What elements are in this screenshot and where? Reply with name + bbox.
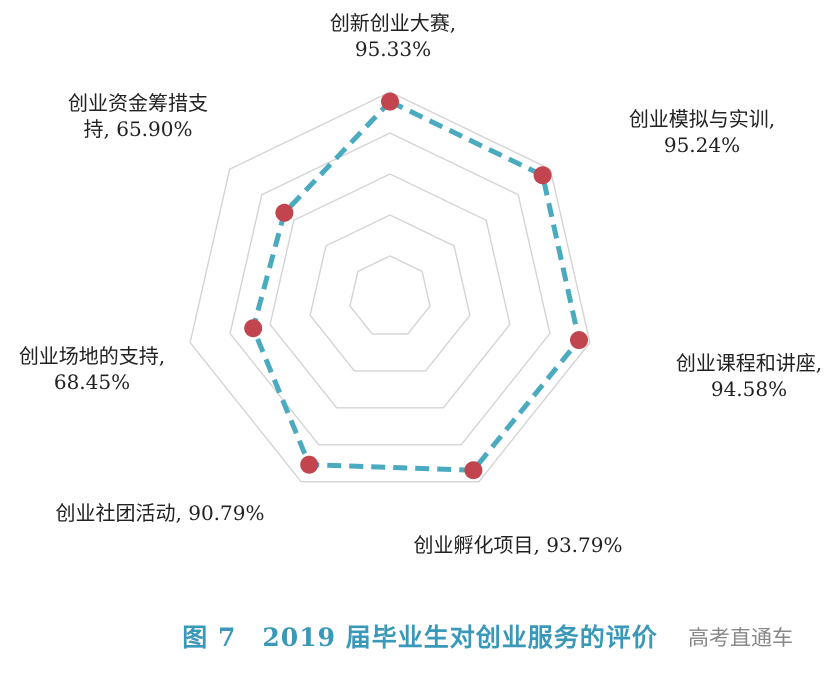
axis-label-5: 创业社团活动, 90.79% xyxy=(56,501,265,525)
figure-label: 图 7 xyxy=(182,623,237,652)
axis-label-line: 持, 65.90% xyxy=(84,117,193,141)
axis-label-3: 创业课程和讲座, 94.58% xyxy=(676,351,822,401)
data-point-5 xyxy=(300,455,319,474)
axis-label-line: 95.33% xyxy=(355,37,431,61)
axis-label-line: 创业场地的支持, xyxy=(19,344,165,368)
data-point-7 xyxy=(275,203,294,222)
axis-label-7: 创业资金筹措支持, 65.90% xyxy=(68,91,208,141)
axis-label-line: 创业孵化项目, 93.79% xyxy=(414,533,623,557)
axis-label-line: 创业资金筹措支 xyxy=(68,91,208,115)
data-point-2 xyxy=(533,166,552,185)
grid-ring-1 xyxy=(349,255,431,335)
axis-label-line: 创业模拟与实训, xyxy=(629,107,775,131)
axis-label-line: 创新创业大赛, xyxy=(330,11,456,35)
axis-label-4: 创业孵化项目, 93.79% xyxy=(414,533,623,557)
data-point-6 xyxy=(244,319,263,338)
data-point-3 xyxy=(570,331,588,350)
axis-label-line: 68.45% xyxy=(54,370,130,394)
axis-label-line: 创业课程和讲座, xyxy=(676,351,822,375)
data-point-4 xyxy=(464,461,483,480)
grid-ring-2 xyxy=(309,214,471,372)
series-line xyxy=(250,99,582,473)
grid-ring-3 xyxy=(269,173,511,409)
axis-label-1: 创新创业大赛, 95.33% xyxy=(330,11,456,61)
axis-label-2: 创业模拟与实训, 95.24% xyxy=(629,107,775,157)
axis-label-line: 94.58% xyxy=(711,377,787,401)
axis-label-line: 95.24% xyxy=(664,133,740,157)
grid-ring-4 xyxy=(229,132,551,446)
axis-label-6: 创业场地的支持, 68.45% xyxy=(19,344,165,394)
data-point-1 xyxy=(381,92,399,111)
chart-title: 图 7 2019 届毕业生对创业服务的评价 xyxy=(0,618,840,654)
chart-title-text: 2019 届毕业生对创业服务的评价 xyxy=(262,623,658,652)
watermark: 高考直通车 xyxy=(688,626,793,650)
axis-label-line: 创业社团活动, 90.79% xyxy=(56,501,265,525)
grid-ring-5 xyxy=(189,91,591,483)
